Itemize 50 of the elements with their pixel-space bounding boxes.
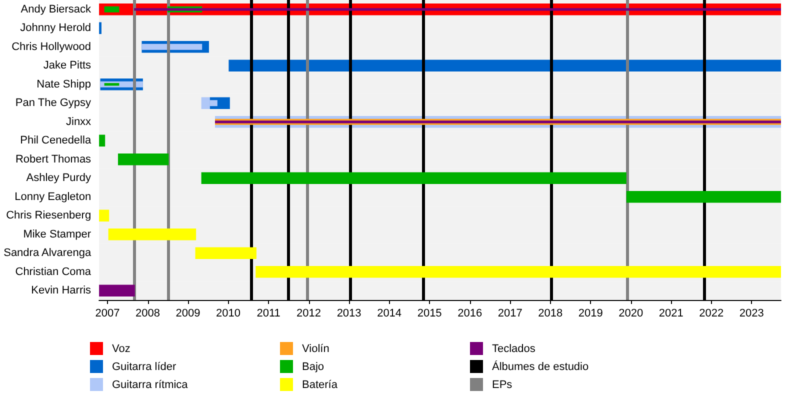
x-tick-label: 2023: [739, 308, 764, 320]
bar: [99, 210, 110, 222]
y-tick-label: Lonny Eagleton: [14, 190, 92, 203]
x-tick-label: 2022: [699, 308, 724, 320]
x-tick-label: 2015: [417, 308, 442, 320]
bar: [626, 190, 781, 203]
legend-label: Teclados: [492, 343, 536, 355]
x-tick-label: 2007: [95, 308, 120, 320]
legend-label: Guitarra rítmica: [112, 379, 189, 391]
y-tick-label: Ashley Purdy: [26, 172, 92, 184]
y-tick-label: Andy Biersack: [20, 3, 92, 16]
x-tick-label: 2011: [256, 308, 280, 320]
legend-label: Voz: [112, 343, 130, 355]
y-tick-label: Chris Hollywood: [12, 40, 92, 53]
y-tick-label: Robert Thomas: [15, 153, 92, 166]
y-tick-label: Kevin Harris: [31, 284, 92, 297]
bar: [108, 228, 196, 240]
legend-label: Guitarra líder: [112, 361, 177, 373]
y-tick-label: Chris Riesenberg: [6, 210, 92, 222]
y-tick-label: Jake Pitts: [43, 60, 92, 72]
x-tick-label: 2009: [176, 308, 200, 320]
bar: [195, 247, 256, 260]
y-tick-label: Sandra Alvarenga: [4, 247, 92, 260]
y-tick-label: Phil Cenedella: [20, 134, 92, 147]
x-tick-label: 2014: [377, 308, 402, 320]
x-tick-label: 2020: [618, 308, 644, 320]
y-tick-label: Christian Coma: [15, 266, 92, 278]
x-tick-label: 2017: [498, 308, 522, 320]
y-tick-label: Mike Stamper: [23, 228, 92, 240]
legend-label: Batería: [302, 379, 338, 391]
x-tick-label: 2010: [216, 308, 241, 320]
legend-label: EPs: [492, 379, 513, 391]
x-tick-label: 2019: [578, 308, 603, 320]
legend-label: Bajo: [302, 361, 324, 373]
bar: [99, 134, 106, 147]
bar: [201, 172, 626, 184]
y-tick-label: Johnny Herold: [20, 22, 92, 34]
legend-label: Álbumes de estudio: [492, 360, 589, 373]
bar: [134, 8, 781, 11]
x-tick-label: 2013: [336, 308, 362, 320]
x-tick-label: 2018: [538, 308, 563, 320]
y-tick-label: Pan The Gypsy: [15, 97, 92, 110]
bar: [118, 153, 169, 166]
y-tick-label: Nate Shipp: [36, 78, 92, 90]
x-tick-label: 2016: [458, 308, 482, 320]
x-tick-label: 2012: [296, 308, 322, 320]
y-tick-label: Jinxx: [66, 116, 92, 128]
x-tick-label: 2021: [658, 308, 684, 320]
x-tick-label: 2008: [136, 308, 160, 320]
legend-label: Violín: [302, 343, 330, 355]
